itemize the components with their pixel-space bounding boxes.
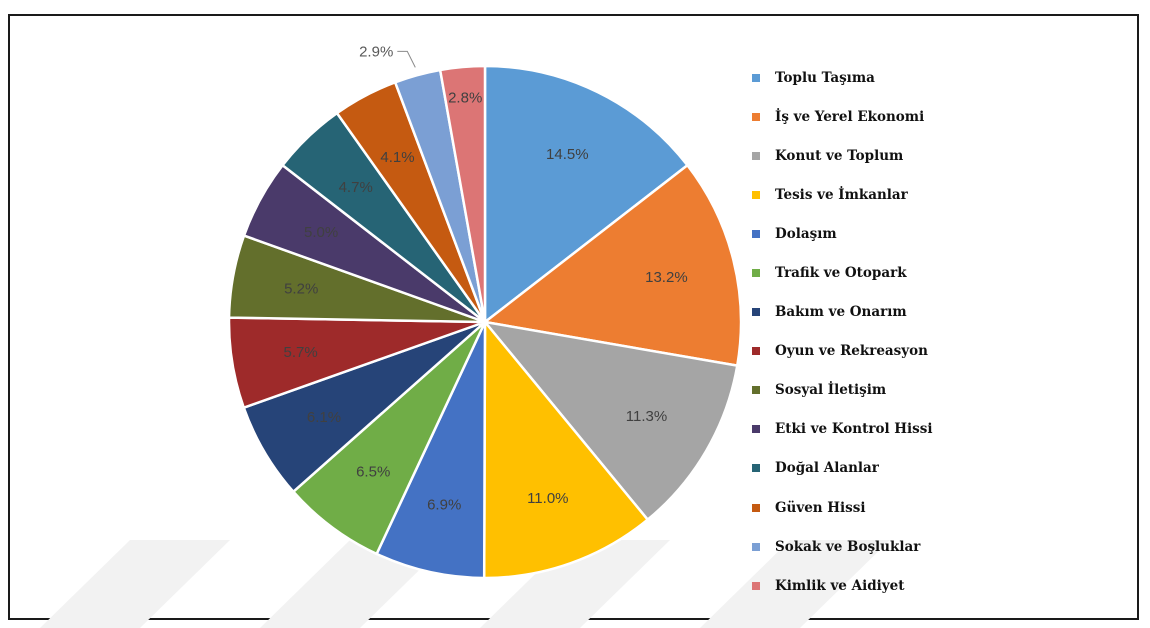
legend-swatch — [752, 112, 760, 121]
slice-data-label: 5.2% — [284, 280, 318, 297]
pie-slice — [375, 320, 487, 580]
legend-swatch — [752, 269, 760, 278]
slice-data-label: 5.0% — [304, 224, 338, 241]
slice-data-label: 6.9% — [427, 496, 461, 513]
legend-swatch — [752, 151, 760, 160]
pie-slice — [438, 64, 487, 324]
legend-swatch — [752, 425, 760, 434]
legend-swatch — [752, 386, 760, 395]
pie-slice — [483, 64, 689, 324]
slice-data-label: 11.0% — [527, 490, 568, 507]
legend-label: Sokak ve Boşluklar — [775, 538, 921, 555]
legend-item: Sokak ve Boşluklar — [752, 527, 933, 566]
legend-item: İş ve Yerel Ekonomi — [752, 97, 933, 136]
legend-label: Tesis ve İmkanlar — [775, 186, 908, 203]
slice-data-label: 4.1% — [380, 149, 414, 166]
pie-slice — [482, 320, 649, 580]
legend-label: Konut ve Toplum — [775, 147, 904, 164]
legend-item: Konut ve Toplum — [752, 136, 933, 175]
legend-label: Dolaşım — [775, 225, 837, 242]
pie-slice — [483, 164, 743, 367]
legend-label: İş ve Yerel Ekonomi — [775, 108, 925, 125]
legend-label: Trafik ve Otopark — [775, 265, 907, 282]
legend-label: Bakım ve Onarım — [775, 304, 907, 321]
legend-swatch — [752, 581, 760, 590]
legend-item: Toplu Taşıma — [752, 58, 933, 97]
slice-data-label: 5.7% — [283, 344, 317, 361]
legend-item: Etki ve Kontrol Hissi — [752, 410, 933, 449]
legend-item: Güven Hissi — [752, 488, 933, 527]
slice-data-label: 2.8% — [448, 90, 482, 107]
legend-label: Oyun ve Rekreasyon — [775, 343, 928, 360]
legend-label: Doğal Alanlar — [775, 460, 879, 477]
legend-swatch — [752, 347, 760, 356]
legend-swatch — [752, 73, 760, 82]
legend-swatch — [752, 229, 760, 238]
legend-item: Oyun ve Rekreasyon — [752, 332, 933, 371]
legend-swatch — [752, 503, 760, 512]
legend-label: Sosyal İletişim — [775, 382, 887, 399]
legend-item: Kimlik ve Aidiyet — [752, 566, 933, 605]
slice-data-label: 11.3% — [626, 408, 667, 425]
legend-swatch — [752, 308, 760, 317]
pie-slice — [483, 320, 739, 521]
legend-item: Bakım ve Onarım — [752, 293, 933, 332]
leader-line — [397, 50, 416, 68]
slice-data-label: 13.2% — [645, 269, 688, 286]
slice-data-label: 2.9% — [359, 43, 393, 60]
legend-label: Etki ve Kontrol Hissi — [775, 421, 933, 438]
slice-data-label: 6.5% — [356, 464, 390, 481]
legend-item: Doğal Alanlar — [752, 449, 933, 488]
slice-data-label: 4.7% — [339, 179, 373, 196]
chart-legend: Toplu Taşıma İş ve Yerel Ekonomi Konut v… — [752, 58, 933, 605]
legend-label: Toplu Taşıma — [775, 69, 875, 86]
legend-item: Tesis ve İmkanlar — [752, 175, 933, 214]
legend-item: Trafik ve Otopark — [752, 253, 933, 292]
slice-data-label: 14.5% — [546, 146, 589, 163]
legend-swatch — [752, 464, 760, 473]
legend-swatch — [752, 190, 760, 199]
legend-label: Kimlik ve Aidiyet — [775, 577, 905, 594]
legend-item: Dolaşım — [752, 214, 933, 253]
legend-swatch — [752, 542, 760, 551]
legend-label: Güven Hissi — [775, 499, 866, 516]
legend-item: Sosyal İletişim — [752, 371, 933, 410]
slice-data-label: 6.1% — [307, 409, 341, 426]
